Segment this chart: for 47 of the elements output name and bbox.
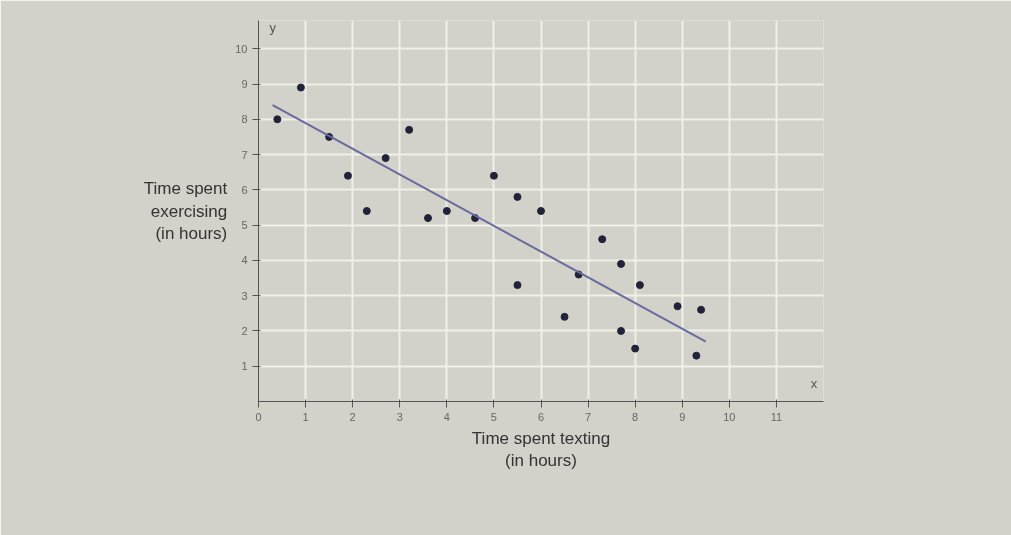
point [617, 326, 626, 335]
x-tick-label: 1 [302, 410, 309, 423]
point [673, 302, 682, 311]
y-tick-label: 3 [241, 289, 248, 302]
point [381, 154, 390, 163]
y-tick-label: 1 [241, 360, 248, 373]
annotation: y [269, 20, 277, 36]
point [296, 83, 305, 92]
point [537, 207, 545, 215]
point [513, 281, 522, 290]
point [273, 115, 282, 124]
point [692, 351, 701, 360]
x-tick-label: 8 [632, 410, 639, 423]
point [560, 312, 569, 321]
x-tick-label: 6 [537, 410, 545, 423]
annotation: x [810, 376, 818, 392]
point [631, 344, 640, 353]
y-tick-label: 2 [241, 324, 248, 337]
point [697, 305, 706, 314]
point [617, 259, 626, 268]
y-tick-label: 9 [241, 78, 248, 90]
x-tick-label: 7 [585, 410, 592, 423]
x-tick-label: 5 [490, 410, 497, 423]
y-axis-title: Time spent exercising (in hours) [143, 178, 228, 244]
y-tick-label: 10 [235, 42, 248, 55]
point [635, 281, 644, 290]
y-tick-label: 6 [241, 183, 248, 196]
x-tick-label: 11 [770, 410, 783, 423]
x-axis-title: Time spent texting (in hours) [471, 428, 611, 471]
point [424, 214, 432, 223]
y-tick-label: 5 [241, 219, 248, 232]
point [362, 207, 371, 215]
point [513, 192, 522, 201]
x-tick-label: 0 [255, 410, 262, 423]
x-tick-label: 3 [396, 410, 403, 423]
point [343, 171, 352, 180]
y-tick-label: 4 [241, 254, 248, 267]
x-tick-label: 10 [723, 410, 736, 423]
y-tick-label: 8 [241, 113, 248, 126]
point [598, 235, 607, 244]
point [405, 125, 414, 134]
x-tick-label: 9 [679, 410, 686, 423]
x-tick-label: 2 [349, 410, 356, 423]
point [489, 171, 498, 180]
x-tick-label: 4 [443, 410, 450, 423]
y-tick-label: 7 [241, 148, 248, 161]
point [442, 207, 451, 215]
